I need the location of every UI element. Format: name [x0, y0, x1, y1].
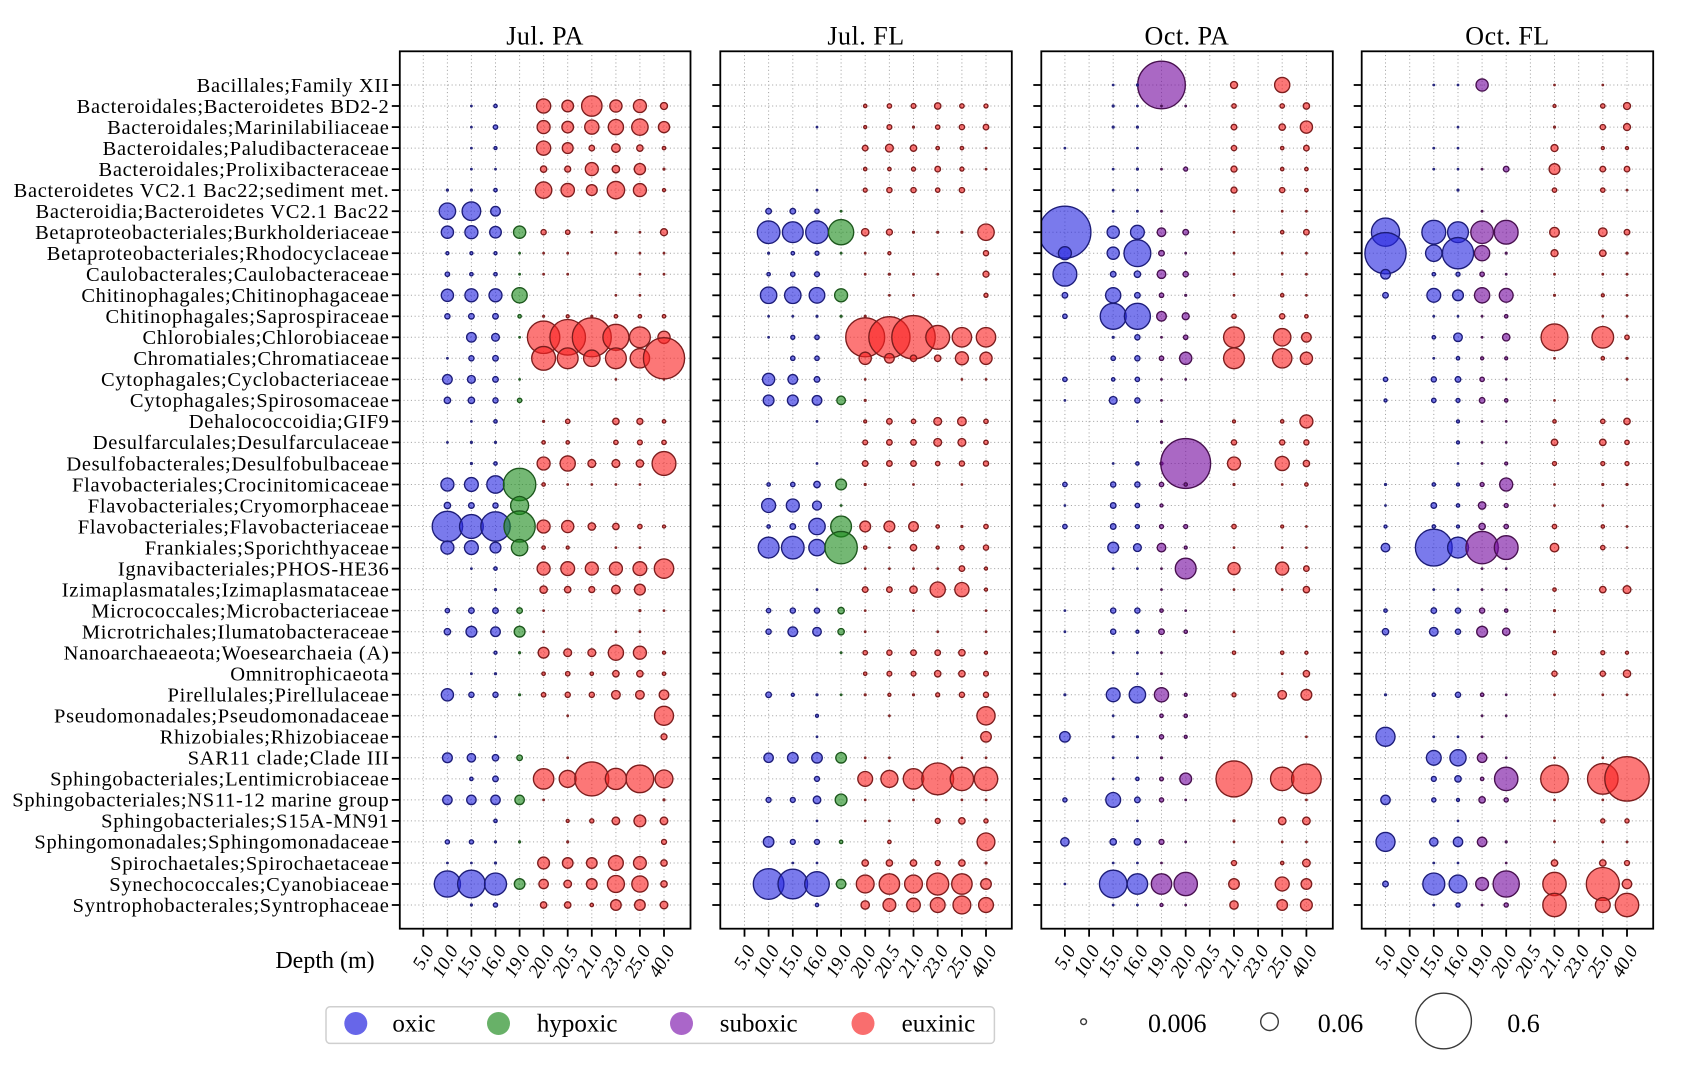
svg-text:Chromatiales;Chromatiaceae: Chromatiales;Chromatiaceae: [133, 348, 389, 370]
svg-text:Micrococcales;Microbacteriacea: Micrococcales;Microbacteriaceae: [91, 600, 389, 622]
svg-text:Chitinophagales;Saprospiraceae: Chitinophagales;Saprospiraceae: [106, 306, 390, 328]
svg-text:Oct. FL: Oct. FL: [1465, 22, 1549, 51]
svg-text:Cytophagales;Cyclobacteriaceae: Cytophagales;Cyclobacteriaceae: [101, 369, 390, 391]
svg-text:Sphingomonadales;Sphingomonada: Sphingomonadales;Sphingomonadaceae: [34, 832, 389, 854]
svg-text:Flavobacteriales;Cryomorphacea: Flavobacteriales;Cryomorphaceae: [88, 495, 390, 517]
svg-text:Chlorobiales;Chlorobiaceae: Chlorobiales;Chlorobiaceae: [142, 327, 389, 349]
svg-text:Spirochaetales;Spirochaetaceae: Spirochaetales;Spirochaetaceae: [110, 853, 389, 875]
svg-text:Oct. PA: Oct. PA: [1145, 22, 1230, 51]
svg-text:Bacteroidales;Prolixibacterace: Bacteroidales;Prolixibacteraceae: [98, 159, 389, 181]
svg-text:Flavobacteriales;Crocinitomica: Flavobacteriales;Crocinitomicaceae: [72, 474, 390, 496]
svg-text:Izimaplasmatales;Izimaplasmata: Izimaplasmatales;Izimaplasmataceae: [62, 579, 390, 601]
svg-text:Jul. FL: Jul. FL: [827, 22, 904, 51]
svg-text:Nanoarchaeaeota;Woesearchaeia: Nanoarchaeaeota;Woesearchaeia (A): [64, 643, 390, 665]
svg-text:Bacteroidetes VC2.1 Bac22;sedi: Bacteroidetes VC2.1 Bac22;sediment met.: [14, 180, 390, 202]
svg-text:hypoxic: hypoxic: [537, 1011, 618, 1038]
svg-text:Desulfarculales;Desulfarculace: Desulfarculales;Desulfarculaceae: [93, 432, 390, 454]
svg-text:0.006: 0.006: [1148, 1009, 1207, 1038]
svg-text:Bacteroidia;Bacteroidetes VC2.: Bacteroidia;Bacteroidetes VC2.1 Bac22: [36, 201, 390, 223]
svg-text:euxinic: euxinic: [902, 1011, 976, 1038]
svg-text:Jul. PA: Jul. PA: [506, 22, 584, 51]
svg-text:Pseudomonadales;Pseudomonadace: Pseudomonadales;Pseudomonadaceae: [54, 706, 390, 728]
svg-text:Rhizobiales;Rhizobiaceae: Rhizobiales;Rhizobiaceae: [160, 727, 390, 749]
svg-text:Ignavibacteriales;PHOS-HE36: Ignavibacteriales;PHOS-HE36: [118, 558, 390, 580]
svg-text:suboxic: suboxic: [720, 1011, 798, 1038]
svg-text:Bacillales;Family XII: Bacillales;Family XII: [197, 75, 390, 97]
svg-text:Betaproteobacteriales;Burkhold: Betaproteobacteriales;Burkholderiaceae: [35, 222, 389, 244]
svg-text:Omnitrophicaeota: Omnitrophicaeota: [230, 664, 389, 686]
svg-text:0.6: 0.6: [1507, 1009, 1540, 1038]
svg-text:Cytophagales;Spirosomaceae: Cytophagales;Spirosomaceae: [130, 390, 390, 412]
svg-text:Depth (m): Depth (m): [275, 948, 374, 974]
svg-text:Frankiales;Sporichthyaceae: Frankiales;Sporichthyaceae: [145, 537, 390, 559]
svg-text:Bacteroidales;Paludibacteracea: Bacteroidales;Paludibacteraceae: [103, 138, 390, 160]
svg-text:Chitinophagales;Chitinophagace: Chitinophagales;Chitinophagaceae: [81, 285, 389, 307]
svg-text:0.06: 0.06: [1318, 1009, 1364, 1038]
svg-text:Pirellulales;Pirellulaceae: Pirellulales;Pirellulaceae: [168, 685, 390, 707]
svg-text:Bacteroidales;Marinilabiliacea: Bacteroidales;Marinilabiliaceae: [107, 117, 389, 139]
svg-text:Flavobacteriales;Flavobacteria: Flavobacteriales;Flavobacteriaceae: [78, 516, 390, 538]
svg-text:Desulfobacterales;Desulfobulba: Desulfobacterales;Desulfobulbaceae: [66, 453, 389, 475]
svg-text:Dehalococcoidia;GIF9: Dehalococcoidia;GIF9: [189, 411, 390, 433]
svg-text:Synechococcales;Cyanobiaceae: Synechococcales;Cyanobiaceae: [109, 874, 389, 896]
svg-text:Betaproteobacteriales;Rhodocyc: Betaproteobacteriales;Rhodocyclaceae: [47, 243, 390, 265]
svg-text:Bacteroidales;Bacteroidetes BD: Bacteroidales;Bacteroidetes BD2-2: [77, 96, 390, 118]
svg-text:Syntrophobacterales;Syntrophac: Syntrophobacterales;Syntrophaceae: [73, 895, 390, 917]
svg-text:oxic: oxic: [392, 1011, 435, 1038]
svg-text:Sphingobacteriales;Lentimicrob: Sphingobacteriales;Lentimicrobiaceae: [50, 769, 389, 791]
svg-text:Sphingobacteriales;S15A-MN91: Sphingobacteriales;S15A-MN91: [101, 811, 389, 833]
svg-text:Microtrichales;Ilumatobacterac: Microtrichales;Ilumatobacteraceae: [82, 622, 390, 644]
svg-text:Caulobacterales;Caulobacterace: Caulobacterales;Caulobacteraceae: [86, 264, 390, 286]
svg-text:Sphingobacteriales;NS11-12 mar: Sphingobacteriales;NS11-12 marine group: [12, 790, 389, 812]
svg-text:SAR11 clade;Clade III: SAR11 clade;Clade III: [188, 748, 390, 770]
